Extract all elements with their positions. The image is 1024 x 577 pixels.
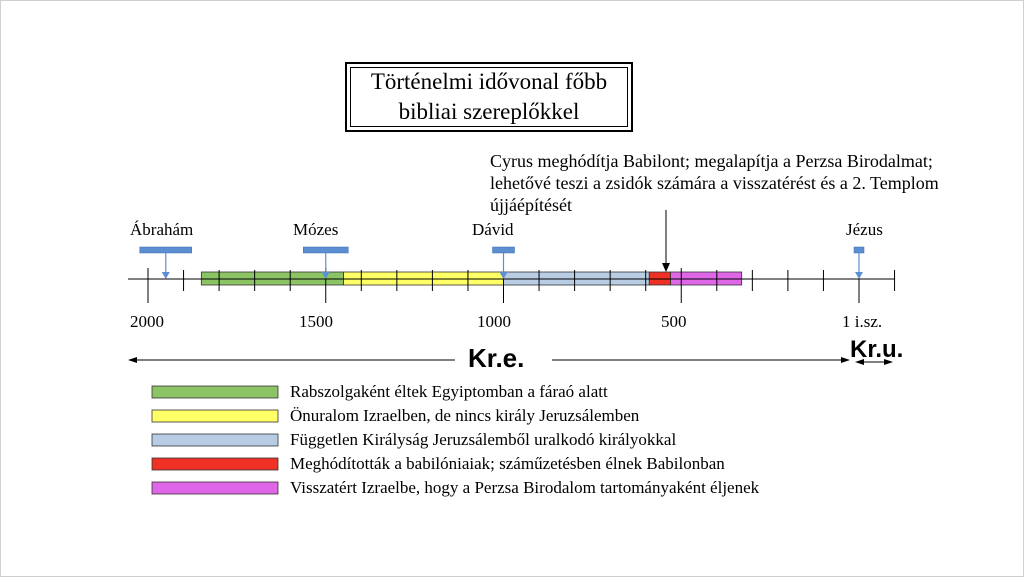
era-bc-arrowhead-left: [128, 357, 137, 363]
person-marker-arrow-3: [855, 272, 863, 279]
legend-swatch-0: [151, 385, 279, 399]
era-bc-label: Kr.e.: [468, 343, 525, 373]
person-label-jesus: Jézus: [846, 220, 883, 239]
person-marker-0: [139, 246, 193, 254]
person-marker-arrow-0: [161, 272, 170, 279]
person-label-david: Dávid: [472, 220, 514, 239]
legend-swatch-1: [151, 409, 279, 423]
era-ad-label: Kr.u.: [850, 336, 904, 363]
person-marker-1: [303, 246, 349, 254]
cyrus-pointer-arrowhead: [662, 263, 670, 272]
legend-label-1: Önuralom Izraelben, de nincs király Jeru…: [290, 406, 640, 425]
era-ad-arrowhead: [884, 359, 893, 365]
tick-label-1500: 1500: [299, 312, 333, 331]
legend-swatch-3: [151, 457, 279, 471]
tick-label-500: 500: [661, 312, 687, 331]
legend-label-2: Független Királyság Jeruzsálemből uralko…: [290, 430, 677, 449]
title-line-2: bibliai szereplőkkel: [398, 99, 580, 124]
tick-label-1-ad: 1 i.sz.: [842, 312, 883, 331]
tick-label-2000: 2000: [130, 312, 164, 331]
legend-label-0: Rabszolgaként éltek Egyiptomban a fáraó …: [290, 382, 608, 401]
person-marker-3: [853, 246, 865, 254]
era-ad-arrowhead-left: [855, 359, 864, 365]
legend-label-4: Visszatért Izraelbe, hogy a Perzsa Birod…: [290, 478, 760, 497]
person-marker-arrow-2: [499, 272, 508, 279]
era-bc-arrowhead-right: [841, 357, 850, 363]
person-label-abraham: Ábrahám: [130, 220, 194, 239]
person-marker-arrow-1: [321, 272, 330, 279]
legend-swatch-4: [151, 481, 279, 495]
title-line-1: Történelmi idővonal főbb: [370, 69, 608, 94]
person-label-moses: Mózes: [293, 220, 339, 239]
title-box: Történelmi idővonal főbb bibliai szerepl…: [345, 62, 633, 132]
legend-label-3: Meghódították a babilóniaiak; száműzetés…: [290, 454, 725, 473]
legend-swatch-2: [151, 433, 279, 447]
tick-label-1000: 1000: [477, 312, 511, 331]
cyrus-note: Cyrus meghódítja Babilont; megalapítja a…: [490, 151, 939, 215]
person-marker-2: [492, 246, 515, 254]
